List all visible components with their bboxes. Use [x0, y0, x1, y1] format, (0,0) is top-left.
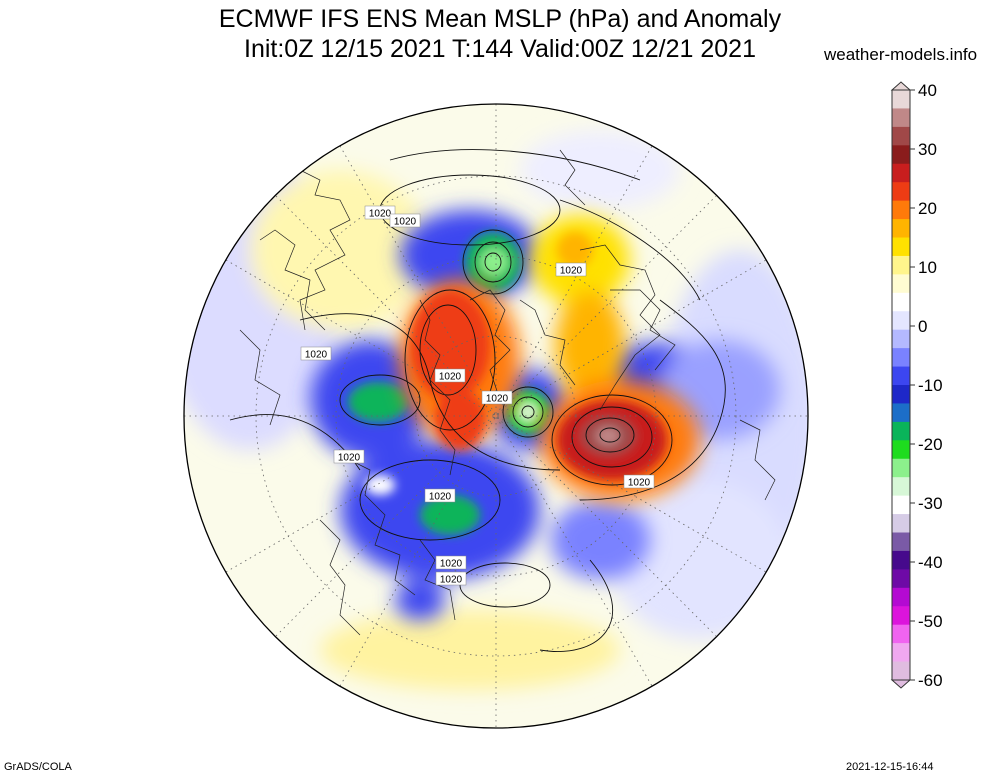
colorbar-ticks: 40 30 20 10 0 -10 -20 -30 -40 -50 -60	[910, 81, 943, 690]
colorbar-tick-label: 30	[918, 140, 937, 159]
colorbar-swatch	[892, 329, 910, 349]
colorbar-swatch	[892, 606, 910, 626]
colorbar-swatch	[892, 255, 910, 275]
anomaly-field: 1020 1020 1020 1020 1020 1020 1020 1020 …	[184, 104, 808, 728]
colorbar-swatch	[892, 145, 910, 165]
isobar-label: 1020	[440, 559, 463, 570]
map-border	[183, 103, 809, 729]
colorbar-swatch	[892, 458, 910, 478]
colorbar-swatch	[892, 403, 910, 423]
colorbar-swatch	[892, 440, 910, 460]
map-title: ECMWF IFS ENS Mean MSLP (hPa) and Anomal…	[218, 5, 782, 33]
colorbar-swatch	[892, 550, 910, 570]
colorbar-swatch	[892, 421, 910, 441]
colorbar-swatch	[892, 477, 910, 497]
colorbar-tick-label: -10	[918, 376, 943, 395]
colorbar-swatch	[892, 219, 910, 238]
colorbar: 40 30 20 10 0 -10 -20 -30 -40 -50 -60	[890, 81, 943, 690]
software-credit: GrADS/COLA	[4, 761, 72, 773]
colorbar-swatch	[892, 182, 910, 202]
colorbar-tick-label: -20	[918, 435, 943, 454]
isobar-label: 1020	[338, 453, 361, 464]
colorbar-swatch	[892, 569, 910, 589]
coastlines	[239, 149, 776, 636]
colorbar-swatch	[892, 661, 910, 681]
isobar-label: 1020	[305, 350, 328, 361]
colorbar-swatch	[892, 163, 910, 183]
colorbar-swatch	[892, 643, 910, 663]
colorbar-swatch	[892, 108, 910, 128]
graticule	[184, 104, 808, 728]
colorbar-swatch	[892, 126, 910, 146]
colorbar-swatch	[892, 495, 910, 515]
colorbar-swatch	[892, 292, 910, 312]
isobar-label: 1020	[394, 217, 417, 228]
map-subtitle: Init:0Z 12/15 2021 T:144 Valid:00Z 12/21…	[244, 35, 756, 63]
isobar-label: 1020	[628, 478, 651, 489]
colorbar-swatch	[892, 587, 910, 607]
colorbar-tick-label: 40	[918, 81, 937, 100]
colorbar-swatch	[892, 90, 910, 109]
colorbar-tick-label: 0	[918, 317, 927, 336]
isobar-label: 1020	[439, 372, 462, 383]
colorbar-swatch	[892, 348, 910, 368]
colorbar-tick-label: 20	[918, 199, 937, 218]
colorbar-swatch	[892, 624, 910, 644]
colorbar-swatch	[892, 311, 910, 331]
colorbar-swatch	[892, 385, 910, 404]
colorbar-tick-label: -40	[918, 553, 943, 572]
colorbar-swatch	[892, 514, 910, 533]
isobar-label: 1020	[429, 492, 452, 503]
isobar-label: 1020	[486, 394, 509, 405]
colorbar-tick-label: -50	[918, 612, 943, 631]
colorbar-swatch	[892, 200, 910, 220]
isobar-label: 1020	[560, 266, 583, 277]
colorbar-tick-label: 10	[918, 258, 937, 277]
source-credit: weather-models.info	[824, 45, 978, 64]
isobar-label: 1020	[369, 209, 392, 220]
timestamp: 2021-12-15-16:44	[846, 761, 934, 773]
colorbar-swatch	[892, 274, 910, 294]
colorbar-swatch	[892, 532, 910, 552]
isobar-label: 1020	[440, 575, 463, 586]
isobar-labels: 1020 1020 1020 1020 1020 1020 1020 1020 …	[300, 205, 655, 586]
colorbar-bottom-arrow	[890, 679, 912, 689]
colorbar-swatch	[892, 237, 910, 257]
colorbar-swatch	[892, 366, 910, 386]
colorbar-tick-label: -60	[918, 671, 943, 690]
colorbar-top-arrow	[890, 81, 912, 91]
colorbar-swatches	[890, 81, 912, 689]
colorbar-tick-label: -30	[918, 494, 943, 513]
